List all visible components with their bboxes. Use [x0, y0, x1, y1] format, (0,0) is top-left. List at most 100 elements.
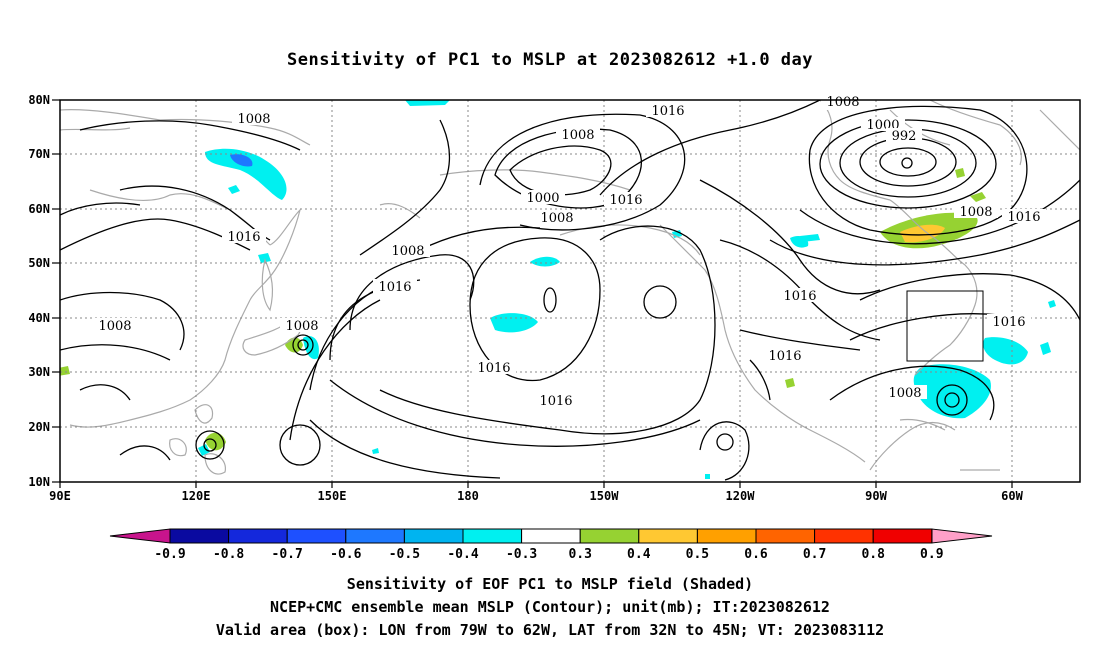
- shade-patch: [230, 154, 253, 167]
- colorbar-label: 0.3: [568, 547, 591, 562]
- lon-label: 90W: [865, 489, 887, 503]
- lat-label: 10N: [28, 475, 50, 489]
- contour-label: 1008: [237, 112, 270, 127]
- lat-label: 70N: [28, 147, 50, 161]
- shade-patch: [800, 234, 820, 242]
- colorbar-swatch: [579, 528, 640, 544]
- shade-patch: [490, 313, 538, 333]
- colorbar-label: 0.4: [627, 547, 651, 562]
- shade-patch: [60, 366, 70, 376]
- shade-patch: [198, 444, 210, 456]
- shade-patch: [955, 168, 965, 178]
- contour-label: 1008: [826, 95, 859, 110]
- contour-label: 1016: [1007, 210, 1040, 225]
- shade-patch: [983, 337, 1028, 365]
- shade-patch: [258, 253, 271, 263]
- colorbar-swatch: [345, 528, 405, 544]
- map-frame: [59, 99, 1081, 483]
- colorbar-swatch: [169, 528, 230, 544]
- colorbar-label: -0.3: [506, 547, 537, 562]
- contour-label: 1016: [609, 193, 642, 208]
- lon-label: 120W: [726, 489, 756, 503]
- shade-patch: [913, 364, 991, 419]
- lat-label: 20N: [28, 420, 50, 434]
- graticule: [60, 100, 1080, 482]
- axis-ticks: [52, 99, 1013, 488]
- contour-label: 1008: [561, 128, 594, 143]
- colorbar-high-arrow: [931, 528, 993, 544]
- lat-label: 50N: [28, 256, 50, 270]
- mslp-contours: [60, 100, 1080, 481]
- contour-label: 1016: [651, 104, 684, 119]
- colorbar-label: 0.7: [803, 547, 826, 562]
- colorbar: -0.9 -0.8 -0.7 -0.6 -0.5 -0.4 -0.3 0.3 0.4 0.5 0.6…: [109, 528, 993, 562]
- contour-label: 1016: [378, 280, 411, 295]
- contour-label: 1000: [526, 191, 559, 206]
- contour-label: 1008: [540, 211, 573, 226]
- lat-label: 60N: [28, 202, 50, 216]
- contour-label: 1016: [783, 289, 816, 304]
- map-title: Sensitivity of PC1 to MSLP at 2023082612…: [286, 50, 813, 70]
- shade-patch: [970, 192, 986, 202]
- lat-label: 30N: [28, 365, 50, 379]
- colorbar-swatch: [814, 528, 874, 544]
- lon-label: 90E: [49, 489, 71, 503]
- colorbar-label: 0.9: [920, 547, 943, 562]
- lon-label: 150W: [590, 489, 620, 503]
- contour-label: 1016: [992, 315, 1025, 330]
- caption-contour: NCEP+CMC ensemble mean MSLP (Contour); u…: [270, 598, 830, 616]
- contour-label: 1016: [768, 349, 801, 364]
- lon-label: 60W: [1001, 489, 1023, 503]
- colorbar-label: -0.5: [389, 547, 420, 562]
- colorbar-swatch: [638, 528, 698, 544]
- shade-patch: [1048, 300, 1056, 308]
- valid-area-box: [906, 290, 984, 362]
- shade-patch: [205, 148, 287, 200]
- colorbar-swatch: [462, 528, 523, 544]
- contour-label: 992: [892, 129, 917, 144]
- lon-labels: 90E 120E 150E 180 150W 120W 90W 60W: [49, 489, 1023, 503]
- shade-patch: [405, 100, 450, 106]
- contour-label: 1016: [477, 361, 510, 376]
- shade-patch: [1040, 342, 1051, 355]
- colorbar-label: -0.6: [330, 547, 361, 562]
- colorbar-swatch: [696, 528, 757, 544]
- shade-patch: [705, 474, 710, 479]
- colorbar-swatch: [403, 528, 464, 544]
- lat-labels: 80N 70N 60N 50N 40N 30N 20N 10N: [28, 93, 50, 489]
- shade-patch: [228, 185, 240, 194]
- shade-patch: [530, 256, 560, 267]
- lon-label: 150E: [318, 489, 347, 503]
- colorbar-label: 0.8: [861, 547, 885, 562]
- colorbar-label: 0.6: [744, 547, 768, 562]
- colorbar-swatch: [755, 528, 816, 544]
- contour-labels: 1008 1008 1008 1008 1016 1016 1016 1016 …: [93, 95, 1046, 409]
- contour-label: 1008: [888, 386, 921, 401]
- contour-label: 1008: [391, 244, 424, 259]
- shade-patch: [372, 448, 379, 454]
- contour-label: 1016: [539, 394, 572, 409]
- sensitivity-shading: [60, 100, 1056, 479]
- colorbar-label: -0.8: [213, 547, 244, 562]
- contour-label: 1016: [227, 230, 260, 245]
- lon-label: 120E: [182, 489, 211, 503]
- colorbar-low-arrow: [109, 528, 171, 544]
- colorbar-swatch: [228, 528, 288, 544]
- lat-label: 80N: [28, 93, 50, 107]
- lon-label: 180: [457, 489, 479, 503]
- shade-patch: [900, 224, 945, 243]
- contour-label: 1008: [98, 319, 131, 334]
- colorbar-swatch: [521, 528, 581, 544]
- colorbar-label: -0.7: [272, 547, 303, 562]
- colorbar-swatch: [286, 528, 347, 544]
- lat-label: 40N: [28, 311, 50, 325]
- contour-label: 1008: [285, 319, 318, 334]
- colorbar-label: -0.4: [447, 547, 478, 562]
- caption-valid-area: Valid area (box): LON from 79W to 62W, L…: [215, 621, 885, 639]
- caption-shading: Sensitivity of EOF PC1 to MSLP field (Sh…: [346, 575, 754, 593]
- contour-label: 1008: [959, 205, 992, 220]
- colorbar-label: 0.5: [686, 547, 709, 562]
- shade-patch: [785, 378, 795, 388]
- colorbar-swatch: [872, 528, 933, 544]
